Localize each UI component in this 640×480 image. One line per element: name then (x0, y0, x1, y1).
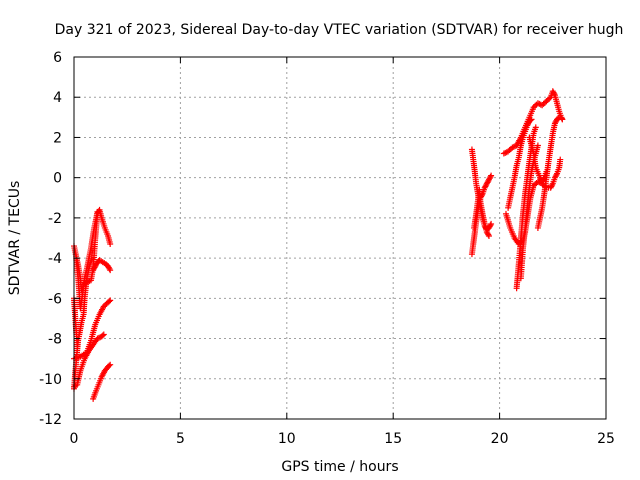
y-tick-label: 2 (53, 130, 62, 146)
data-point (107, 361, 114, 368)
data-point (107, 267, 114, 274)
axis-ticks (73, 56, 607, 420)
x-tick-label: 15 (384, 431, 402, 447)
data-point (485, 232, 492, 239)
data-point (555, 115, 562, 122)
y-tick-label: -8 (48, 332, 62, 348)
data-point (557, 156, 564, 163)
x-tick-label: 0 (70, 431, 79, 447)
y-tick-label: -10 (39, 372, 62, 388)
data-point (534, 142, 541, 149)
data-point (551, 90, 558, 97)
x-tick-label: 25 (597, 431, 615, 447)
data-point (106, 362, 113, 369)
data-point (556, 114, 563, 121)
data-point (107, 241, 114, 248)
chart-title: Day 321 of 2023, Sidereal Day-to-day VTE… (55, 22, 624, 38)
data-point (94, 208, 101, 215)
data-point (488, 220, 495, 227)
data-point (106, 298, 113, 305)
data-point (100, 331, 107, 338)
y-tick-label: 4 (53, 90, 62, 106)
data-point (543, 168, 550, 175)
data-point (487, 222, 494, 229)
data-point (106, 265, 113, 272)
y-tick-label: -6 (48, 291, 62, 307)
y-tick-label: -4 (48, 251, 62, 267)
data-point (528, 116, 535, 123)
grid-lines (74, 57, 606, 419)
data-point (99, 332, 106, 339)
y-tick-label: 0 (53, 171, 62, 187)
y-tick-label: -2 (48, 211, 62, 227)
data-point (553, 171, 560, 178)
data-point (488, 172, 495, 179)
plot-frame (73, 56, 607, 420)
x-tick-labels: 0 5 10 15 20 25 (70, 431, 615, 447)
data-point (485, 231, 492, 238)
data-point (527, 117, 534, 124)
y-tick-labels: -12 -10 -8 -6 -4 -2 0 2 4 6 (39, 50, 62, 428)
x-axis-label: GPS time / hours (281, 459, 398, 475)
y-axis-label: SDTVAR / TECUs (7, 181, 23, 296)
data-point (549, 182, 556, 189)
data-point (532, 124, 539, 131)
y-tick-label: 6 (53, 50, 62, 66)
data-point (89, 255, 96, 262)
x-tick-label: 20 (491, 431, 509, 447)
x-tick-label: 10 (278, 431, 296, 447)
data-point (107, 297, 114, 304)
data-point (559, 116, 566, 123)
data-point (540, 176, 547, 183)
data-point (487, 173, 494, 180)
x-tick-label: 5 (176, 431, 185, 447)
y-tick-label: -12 (39, 412, 62, 428)
